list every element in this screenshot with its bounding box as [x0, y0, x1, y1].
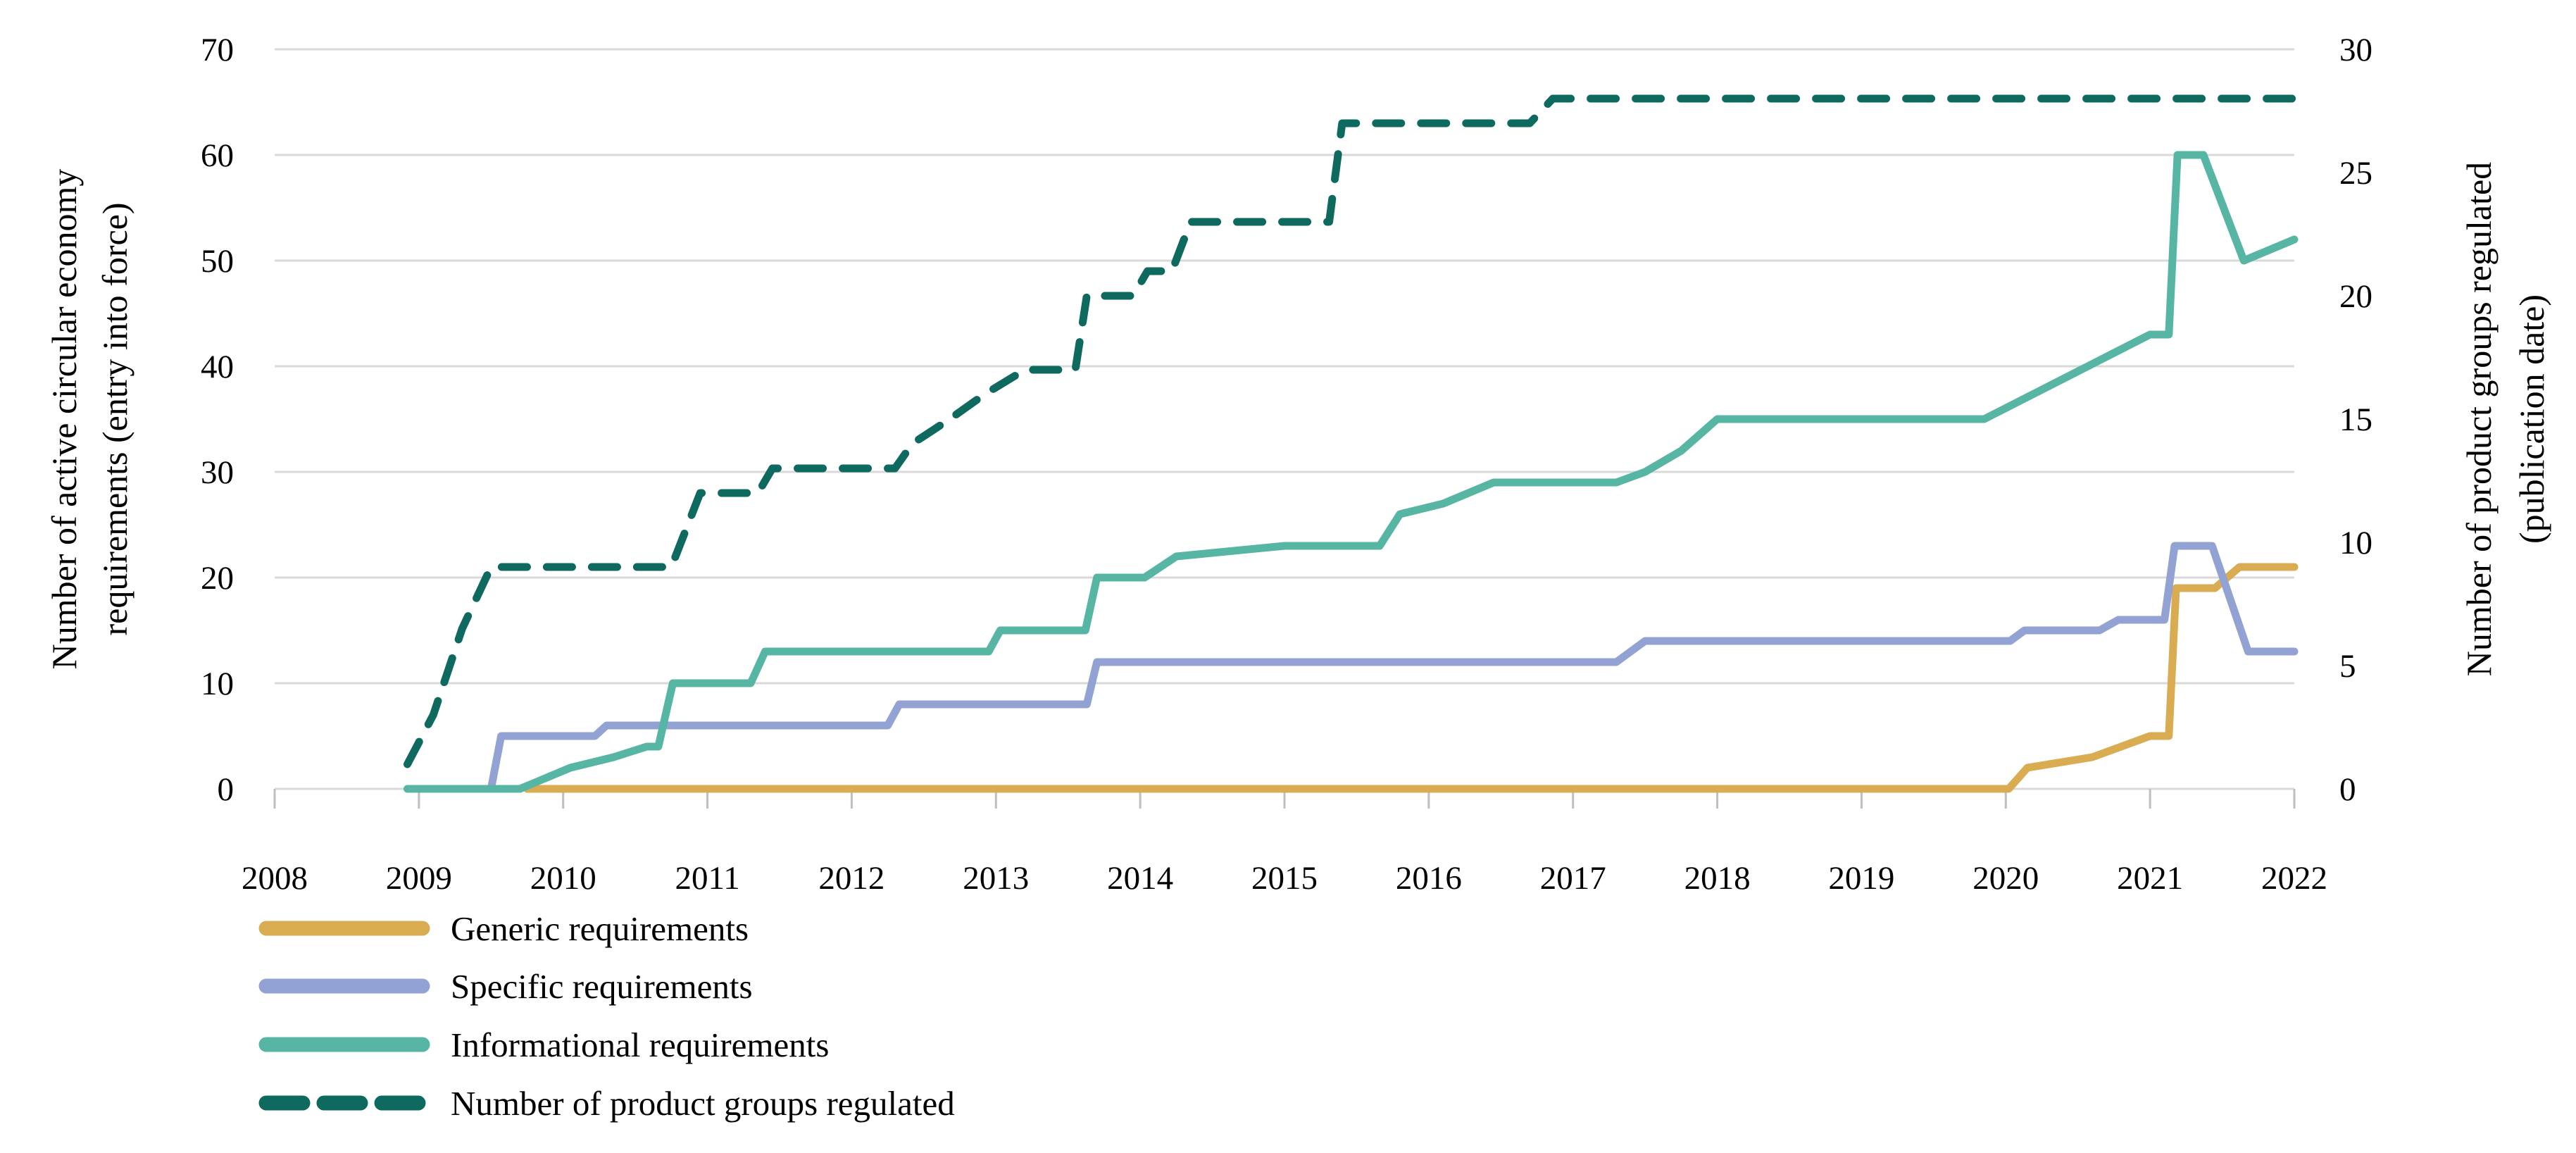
x-axis-tick-label: 2022: [2261, 860, 2327, 897]
x-axis-tick-label: 2014: [1107, 860, 1173, 897]
legend-label: Generic requirements: [451, 909, 749, 948]
series-line-informational-requirements: [404, 151, 2299, 793]
x-axis-tick-label: 2015: [1251, 860, 1318, 897]
x-axis-tick-label: 2016: [1396, 860, 1462, 897]
right-axis-tick-label: 25: [2339, 155, 2372, 192]
right-axis-title-line1: Number of product groups regulated: [2459, 162, 2499, 676]
x-axis-tick-label: 2012: [818, 860, 884, 897]
x-axis-tick-label: 2008: [242, 860, 308, 897]
right-axis-tick-label: 15: [2339, 401, 2372, 438]
left-axis-tick-label: 70: [201, 32, 234, 68]
right-axis-tick-label: 0: [2339, 771, 2356, 808]
x-axis-tick-label: 2019: [1828, 860, 1894, 897]
left-axis-tick-label: 20: [201, 560, 234, 597]
x-axis-tick-label: 2021: [2117, 860, 2183, 897]
left-axis-tick-label: 10: [201, 666, 234, 702]
legend-label: Number of product groups regulated: [451, 1084, 955, 1123]
series-line-number-of-product-groups-regulated: [404, 94, 2299, 768]
grid-layer: [273, 48, 2296, 809]
x-axis-tick-label: 2009: [386, 860, 452, 897]
x-axis-tick-label: 2017: [1540, 860, 1606, 897]
series-layer: [404, 94, 2299, 793]
right-axis-tick-label: 5: [2339, 648, 2356, 685]
right-axis-title-line2: (publication date): [2512, 294, 2551, 544]
right-axis-tick-label: 10: [2339, 525, 2372, 561]
series-line-specific-requirements: [487, 542, 2299, 793]
legend-label: Informational requirements: [451, 1026, 829, 1064]
x-axis-tick-label: 2020: [1972, 860, 2039, 897]
tick-label-layer: 0 10 20 30 40 50 60 70 0 5 10 15 20 25 30 2008 2009 2010 2…: [201, 32, 2372, 897]
left-axis-tick-label: 40: [201, 349, 234, 385]
left-axis-tick-label: 30: [201, 454, 234, 491]
legend-label: Specific requirements: [451, 967, 753, 1006]
left-axis-title-line2: requirements (entry into force): [95, 202, 135, 635]
x-axis-tick-label: 2018: [1684, 860, 1751, 897]
series-line-generic-requirements: [523, 563, 2299, 793]
x-axis-tick-label: 2011: [675, 860, 739, 897]
left-axis-tick-label: 50: [201, 243, 234, 280]
left-axis-title-line1: Number of active circular economy: [44, 169, 84, 670]
legend-layer: Generic requirements Specific requirement…: [258, 909, 955, 1123]
right-axis-tick-label: 30: [2339, 32, 2372, 68]
x-axis-tick-label: 2013: [963, 860, 1029, 897]
left-axis-tick-label: 60: [201, 137, 234, 174]
x-axis-tick-label: 2010: [530, 860, 596, 897]
left-axis-tick-label: 0: [218, 771, 235, 808]
right-axis-tick-label: 20: [2339, 278, 2372, 315]
